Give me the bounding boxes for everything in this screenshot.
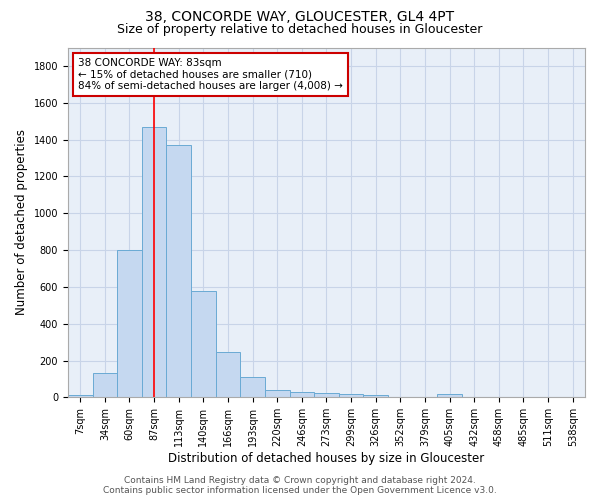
Bar [215,352,240,398]
Text: Size of property relative to detached houses in Gloucester: Size of property relative to detached ho… [118,22,482,36]
Bar [290,392,314,398]
Bar [117,250,142,398]
Bar [240,377,265,398]
Bar [191,292,215,398]
Bar [68,394,92,398]
Text: Contains HM Land Registry data © Crown copyright and database right 2024.
Contai: Contains HM Land Registry data © Crown c… [103,476,497,495]
Bar [142,126,166,398]
Bar [166,145,191,398]
Bar [314,392,339,398]
Bar [339,394,364,398]
Text: 38 CONCORDE WAY: 83sqm
← 15% of detached houses are smaller (710)
84% of semi-de: 38 CONCORDE WAY: 83sqm ← 15% of detached… [78,58,343,91]
Y-axis label: Number of detached properties: Number of detached properties [15,130,28,316]
Bar [364,394,388,398]
Bar [437,394,462,398]
Text: 38, CONCORDE WAY, GLOUCESTER, GL4 4PT: 38, CONCORDE WAY, GLOUCESTER, GL4 4PT [145,10,455,24]
Bar [265,390,290,398]
Bar [92,374,117,398]
X-axis label: Distribution of detached houses by size in Gloucester: Distribution of detached houses by size … [169,452,485,465]
